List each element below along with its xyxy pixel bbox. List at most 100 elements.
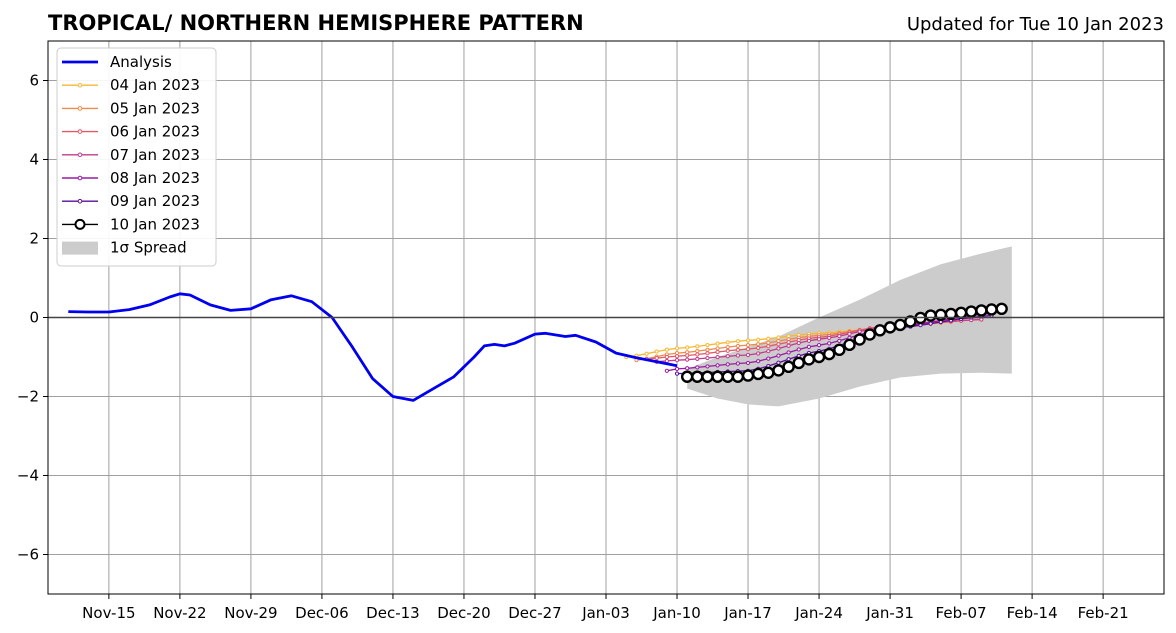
series-point (725, 340, 730, 345)
series-point (823, 347, 836, 361)
plot-frame (47, 40, 1165, 595)
series-point (695, 365, 700, 370)
series-point (894, 318, 907, 332)
legend-label: 06 Jan 2023 (110, 123, 200, 141)
legend-item: Analysis (62, 53, 172, 71)
legend-item: 06 Jan 2023 (62, 123, 200, 141)
series-point (776, 335, 781, 340)
series-point (827, 341, 832, 346)
x-tick-label: Dec-13 (366, 604, 420, 622)
series-point (745, 347, 751, 352)
x-tick-label: Dec-27 (508, 604, 562, 622)
series-point (705, 364, 710, 369)
series-point (827, 335, 832, 341)
series-point (833, 343, 846, 357)
x-tick-label: Dec-06 (295, 604, 349, 622)
series-point (796, 347, 801, 352)
series-point (766, 336, 771, 341)
series-point (928, 321, 933, 326)
series-point (715, 363, 720, 368)
series-point (685, 357, 690, 362)
series-point (715, 346, 720, 351)
series-point (873, 324, 887, 337)
series-point (766, 340, 771, 345)
y-tick-label: 6 (29, 72, 39, 90)
x-tick-label: Jan-17 (723, 604, 772, 622)
series-point (786, 340, 791, 345)
legend-label: Analysis (110, 53, 172, 71)
series-point (756, 359, 761, 364)
series-point (735, 353, 740, 358)
series-point (674, 358, 680, 363)
series-point (664, 347, 669, 352)
series-point (776, 353, 781, 358)
legend-label: 07 Jan 2023 (110, 146, 200, 164)
series-point (954, 306, 968, 319)
x-tick-label: Nov-22 (153, 604, 206, 622)
series-point (776, 346, 781, 351)
legend-marker (77, 198, 83, 204)
legend-marker (77, 129, 83, 134)
x-tick-label: Feb-21 (1078, 604, 1129, 622)
y-tick-label: −4 (17, 467, 39, 485)
series-point (685, 350, 690, 355)
x-tick-label: Jan-03 (581, 604, 630, 622)
series-point (674, 346, 680, 351)
series-point (731, 370, 745, 383)
series-point (812, 350, 826, 364)
series-point (837, 333, 842, 339)
series-point (695, 352, 700, 357)
series-point (756, 342, 761, 347)
series-point (695, 356, 700, 362)
series-point (816, 337, 822, 342)
series-point (786, 343, 791, 348)
series-point (924, 309, 937, 322)
series-point (715, 355, 720, 360)
series-point (751, 367, 765, 381)
series-point (711, 370, 724, 383)
series-point (965, 305, 978, 318)
series-point (766, 356, 771, 361)
series-point (756, 337, 761, 342)
series-point (735, 343, 740, 349)
legend-marker (77, 82, 83, 88)
series-point (721, 370, 734, 383)
series-point (674, 354, 680, 359)
y-tick-label: −6 (17, 546, 39, 564)
x-tick-label: Jan-31 (865, 604, 914, 622)
series-point (674, 366, 680, 371)
legend-item: 05 Jan 2023 (62, 99, 200, 117)
series-point (985, 303, 998, 316)
y-tick-label: 2 (29, 230, 39, 248)
series-point (847, 331, 852, 336)
series-point (816, 343, 822, 348)
series-point (766, 349, 771, 354)
series-point (995, 302, 1008, 316)
y-tick-label: 0 (29, 309, 39, 327)
y-tick-label: −2 (17, 388, 39, 406)
series-point (654, 356, 659, 361)
series-point (904, 315, 917, 328)
series-point (772, 364, 785, 377)
chart-subtitle: Updated for Tue 10 Jan 2023 (907, 14, 1164, 35)
series-point (685, 353, 690, 358)
series-point (741, 369, 755, 382)
legend-item: 1σ Spread (62, 239, 187, 257)
legend-marker (77, 106, 83, 111)
x-tick-label: Jan-24 (794, 604, 843, 622)
legend-label: 10 Jan 2023 (110, 215, 200, 233)
legend-item: 09 Jan 2023 (62, 192, 200, 210)
series-point (975, 304, 988, 317)
series-point (766, 344, 771, 349)
series-point (776, 360, 781, 365)
series-point (735, 347, 740, 352)
series-point (756, 345, 761, 351)
series-point (664, 354, 669, 360)
legend-box (56, 47, 217, 267)
series-point (806, 338, 812, 343)
legend-item: 07 Jan 2023 (62, 146, 200, 164)
y-tick-label: 4 (29, 151, 39, 169)
series-point (796, 340, 801, 346)
series-point (725, 344, 730, 350)
